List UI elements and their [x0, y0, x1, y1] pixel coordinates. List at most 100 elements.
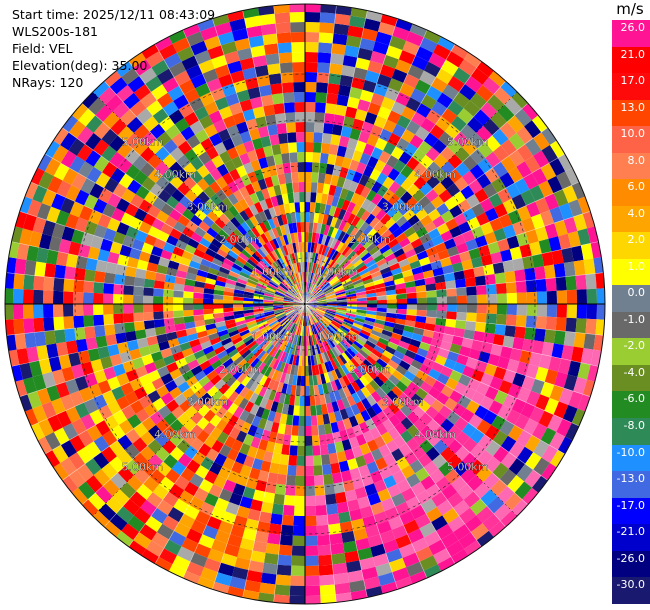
velocity-gate: [388, 181, 401, 194]
velocity-gate: [112, 489, 130, 507]
velocity-gate: [319, 574, 335, 586]
velocity-gate: [333, 284, 344, 291]
velocity-gate: [389, 336, 401, 346]
velocity-gate: [442, 333, 454, 344]
velocity-gate: [469, 443, 486, 460]
velocity-gate: [234, 383, 246, 395]
velocity-gate: [182, 387, 195, 400]
velocity-gate: [265, 441, 276, 453]
velocity-gate: [203, 304, 214, 310]
velocity-gate: [373, 253, 385, 263]
velocity-gate: [169, 419, 184, 433]
velocity-gate: [113, 304, 124, 315]
velocity-gate: [435, 317, 447, 327]
velocity-gate: [454, 147, 470, 163]
velocity-gate: [466, 116, 484, 133]
velocity-gate: [300, 375, 305, 386]
velocity-gate: [214, 529, 231, 544]
velocity-gate: [121, 523, 140, 541]
velocity-gate: [415, 467, 430, 482]
velocity-gate: [336, 145, 347, 158]
velocity-gate: [292, 375, 298, 386]
velocity-gate: [85, 441, 102, 458]
velocity-gate: [548, 236, 562, 252]
velocity-gate: [316, 182, 325, 194]
velocity-gate: [330, 53, 345, 65]
velocity-gate: [492, 161, 508, 178]
velocity-gate: [332, 431, 342, 443]
velocity-gate: [456, 304, 468, 313]
range-ring-label: 1.00km: [317, 331, 359, 344]
velocity-gate: [317, 62, 331, 74]
velocity-gate: [232, 566, 249, 580]
velocity-gate: [438, 131, 454, 147]
velocity-gate: [451, 548, 469, 564]
velocity-gate: [391, 68, 408, 83]
velocity-gate: [335, 312, 346, 317]
velocity-gate: [78, 430, 94, 447]
velocity-gate: [312, 152, 321, 163]
velocity-gate: [327, 337, 336, 348]
velocity-gate: [311, 345, 316, 356]
velocity-gate: [379, 354, 391, 364]
velocity-gate: [376, 520, 392, 535]
elevation-angle: Elevation(deg): 35.00: [12, 58, 148, 73]
velocity-gate: [228, 391, 240, 403]
velocity-gate: [116, 530, 134, 547]
velocity-gate: [465, 320, 477, 331]
velocity-gate: [404, 248, 417, 259]
velocity-gate: [198, 375, 211, 388]
velocity-gate: [277, 315, 287, 322]
velocity-gate: [86, 425, 103, 442]
velocity-gate: [366, 304, 377, 308]
velocity-gate: [403, 519, 420, 535]
velocity-gate: [200, 567, 218, 582]
velocity-gate: [549, 140, 565, 158]
velocity-gate: [240, 332, 252, 340]
velocity-gate: [386, 257, 399, 267]
velocity-gate: [328, 143, 339, 156]
velocity-gate: [257, 470, 270, 483]
velocity-gate: [75, 255, 88, 270]
velocity-gate: [34, 331, 47, 347]
velocity-gate: [453, 270, 466, 281]
velocity-gate: [495, 282, 507, 294]
velocity-gate: [283, 494, 295, 506]
velocity-gate: [444, 397, 458, 411]
velocity-gate: [259, 582, 276, 595]
velocity-gate: [476, 84, 494, 102]
velocity-gate: [68, 452, 85, 470]
velocity-gate: [341, 64, 356, 78]
velocity-gate: [413, 431, 427, 446]
velocity-gate: [300, 385, 305, 396]
velocity-gate: [338, 219, 347, 231]
velocity-gate: [331, 250, 339, 261]
velocity-gate: [346, 224, 356, 236]
velocity-gate: [281, 341, 288, 352]
velocity-gate: [573, 259, 586, 276]
velocity-gate: [352, 278, 363, 286]
velocity-gate: [335, 253, 345, 264]
velocity-gate: [306, 335, 310, 346]
range-ring-label: 4.00km: [154, 168, 196, 181]
velocity-gate: [63, 291, 74, 304]
velocity-gate: [315, 192, 323, 204]
velocity-gate: [382, 54, 399, 69]
legend-cell: 26.0: [612, 20, 650, 47]
velocity-gate: [476, 284, 487, 295]
velocity-gate: [364, 483, 378, 497]
velocity-gate: [279, 351, 287, 362]
velocity-gate: [336, 309, 347, 313]
velocity-gate: [309, 283, 315, 294]
velocity-gate: [334, 582, 351, 595]
velocity-gate: [440, 257, 452, 268]
velocity-gate: [507, 115, 525, 133]
velocity-gate: [351, 275, 362, 283]
velocity-gate: [319, 152, 329, 164]
velocity-gate: [538, 180, 554, 198]
velocity-gate: [254, 530, 269, 544]
velocity-gate: [254, 448, 266, 461]
velocity-gate: [484, 456, 501, 473]
velocity-gate: [114, 323, 126, 335]
velocity-gate: [351, 255, 361, 265]
